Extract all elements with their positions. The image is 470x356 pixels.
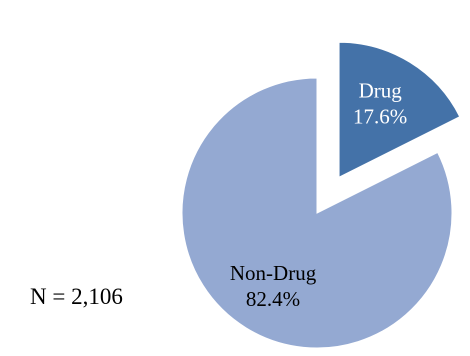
pie-slice-drug bbox=[338, 41, 461, 179]
slice-label-drug: Drug bbox=[359, 78, 403, 102]
sample-size-annotation: N = 2,106 bbox=[30, 284, 123, 309]
slice-label-non-drug: Non-Drug bbox=[230, 261, 317, 285]
slice-value-label-drug: 17.6% bbox=[353, 104, 407, 128]
slice-value-label-non-drug: 82.4% bbox=[246, 287, 300, 311]
pie-slice-non-drug bbox=[181, 77, 453, 349]
